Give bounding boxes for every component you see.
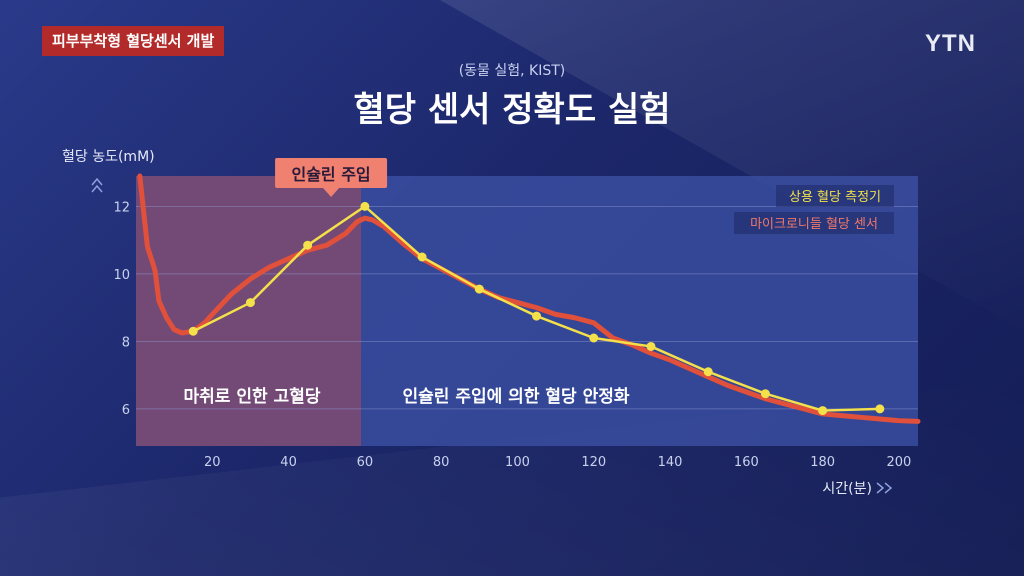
chart-title: 혈당 센서 정확도 실험	[353, 90, 671, 130]
headline-tag: 피부부착형 혈당센서 개발	[42, 26, 225, 56]
injection-callout-box	[275, 158, 388, 188]
data-point	[474, 284, 484, 294]
legend-item-commercial	[776, 185, 894, 207]
x-tick-label: 200	[887, 455, 912, 470]
data-point	[532, 311, 542, 321]
legend-label-microneedle: 마이크로니들 혈당 센서	[750, 217, 878, 232]
x-tick-label: 60	[357, 455, 374, 470]
x-tick-label: 100	[505, 455, 530, 470]
region-label-anesthesia: 마취로 인한 고혈당	[184, 386, 321, 407]
data-point	[360, 201, 370, 211]
data-point	[245, 298, 255, 308]
data-point	[875, 404, 885, 414]
broadcaster-logo: YTN	[925, 30, 976, 57]
y-tick-label: 10	[113, 268, 130, 283]
x-tick-label: 120	[581, 455, 606, 470]
data-point	[646, 341, 656, 351]
up-arrow-icon	[91, 177, 103, 193]
x-tick-label: 160	[734, 455, 759, 470]
data-point	[818, 406, 828, 416]
legend-label-commercial: 상용 혈당 측정기	[789, 190, 881, 205]
injection-callout-label: 인슐린 주입	[291, 165, 370, 184]
x-axis-label: 시간(분)	[822, 481, 872, 497]
right-arrow-icon	[876, 482, 893, 494]
legend-item-microneedle	[734, 212, 894, 234]
data-point	[417, 252, 427, 262]
y-tick-label: 12	[113, 200, 130, 215]
chart-subtitle: (동물 실험, KIST)	[458, 63, 566, 79]
data-point	[188, 326, 198, 336]
data-point	[589, 333, 599, 343]
x-tick-label: 140	[658, 455, 683, 470]
x-tick-label: 180	[810, 455, 835, 470]
shaded-region	[136, 176, 362, 446]
data-point	[760, 389, 770, 399]
injection-callout-pointer	[323, 188, 340, 197]
y-axis-label: 혈당 농도(mM)	[62, 149, 155, 165]
y-tick-label: 8	[122, 335, 130, 350]
region-label-stabilization: 인슐린 주입에 의한 혈당 안정화	[403, 386, 630, 407]
x-tick-label: 20	[204, 455, 221, 470]
data-point	[703, 367, 713, 377]
y-tick-label: 6	[122, 403, 130, 418]
data-point	[303, 240, 313, 250]
x-tick-label: 80	[433, 455, 450, 470]
x-tick-label: 40	[280, 455, 297, 470]
